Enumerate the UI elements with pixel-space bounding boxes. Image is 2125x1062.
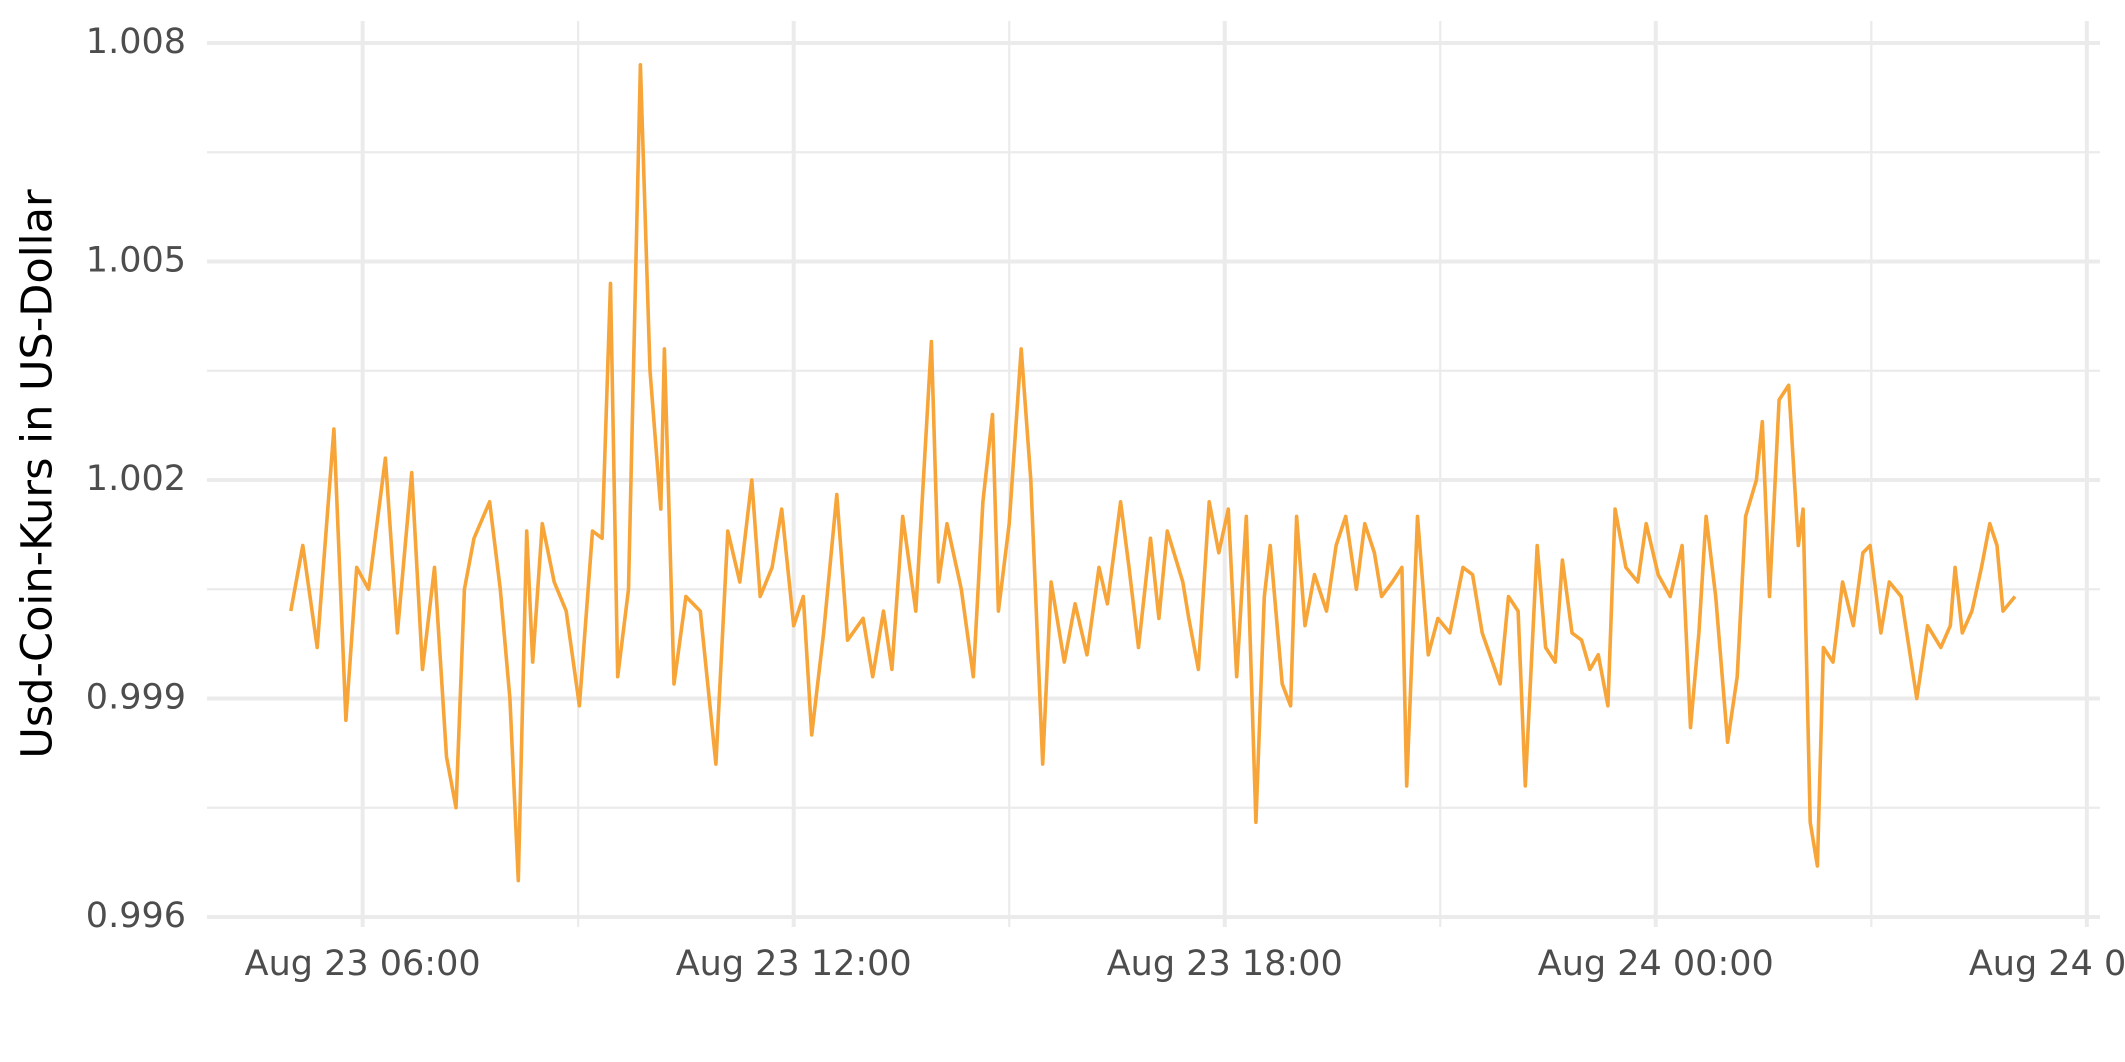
y-tick-label: 1.002 [86,459,186,499]
y-tick-label: 1.005 [86,241,186,281]
y-tick-label: 1.008 [86,22,186,62]
x-tick-label: Aug 23 06:00 [245,944,481,984]
x-tick-label: Aug 23 12:00 [676,944,912,984]
y-axis-title: Usd-Coin-Kurs in US-Dollar [13,189,63,759]
x-tick-label: Aug 24 00:00 [1538,944,1774,984]
y-tick-label: 0.996 [86,896,186,936]
price-line [289,63,2017,883]
x-tick-label: Aug 24 06:00 [1969,944,2125,984]
y-tick-label: 0.999 [86,678,186,718]
x-tick-label: Aug 23 18:00 [1107,944,1343,984]
